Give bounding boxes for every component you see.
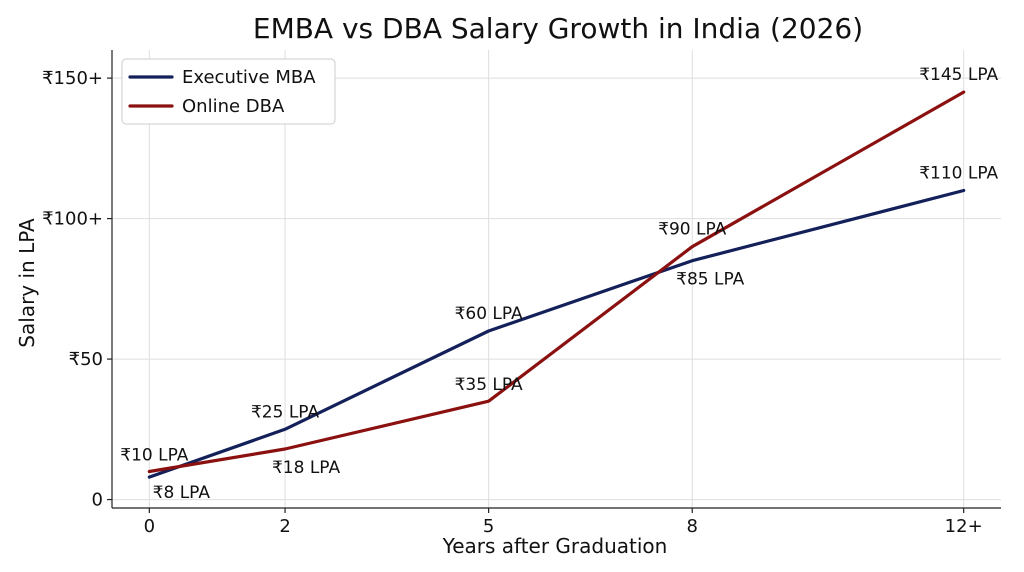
y-tick-label: ₹150+: [42, 68, 103, 89]
legend-box: [121, 58, 336, 125]
data-label: ₹25 LPA: [251, 402, 319, 422]
legend-label: Executive MBA: [182, 67, 316, 88]
x-tick-label: 0: [144, 516, 155, 537]
y-tick-label: 0: [92, 490, 103, 511]
legend-label: Online DBA: [182, 96, 285, 117]
data-label: ₹60 LPA: [455, 304, 523, 324]
data-label: ₹145 LPA: [919, 65, 998, 85]
data-label: ₹8 LPA: [153, 483, 211, 503]
data-label: ₹10 LPA: [120, 445, 188, 465]
y-tick-label: ₹100+: [42, 209, 103, 230]
data-label: ₹85 LPA: [676, 270, 744, 290]
series-line-0: [147, 188, 966, 479]
data-label: ₹18 LPA: [272, 458, 340, 478]
chart-title: EMBA vs DBA Salary Growth in India (2026…: [253, 12, 863, 45]
x-tick-label: 5: [483, 516, 494, 537]
data-label: ₹90 LPA: [658, 220, 726, 240]
x-tick-label: 2: [279, 516, 290, 537]
data-label: ₹110 LPA: [919, 163, 998, 183]
x-axis-label: Years after Graduation: [442, 534, 668, 558]
plot-area: 0 2 5 8 12+ 0 ₹50 ₹100+ ₹150+ ₹8 LPA ₹25 LPA ₹60 LP…: [42, 50, 1001, 537]
series-line-1: [147, 90, 966, 474]
y-tick-label: ₹50: [69, 349, 103, 370]
x-tick-label: 8: [686, 516, 697, 537]
data-label: ₹35 LPA: [455, 375, 523, 395]
x-tick-label: 12+: [945, 516, 983, 537]
y-axis-label: Salary in LPA: [15, 218, 39, 348]
